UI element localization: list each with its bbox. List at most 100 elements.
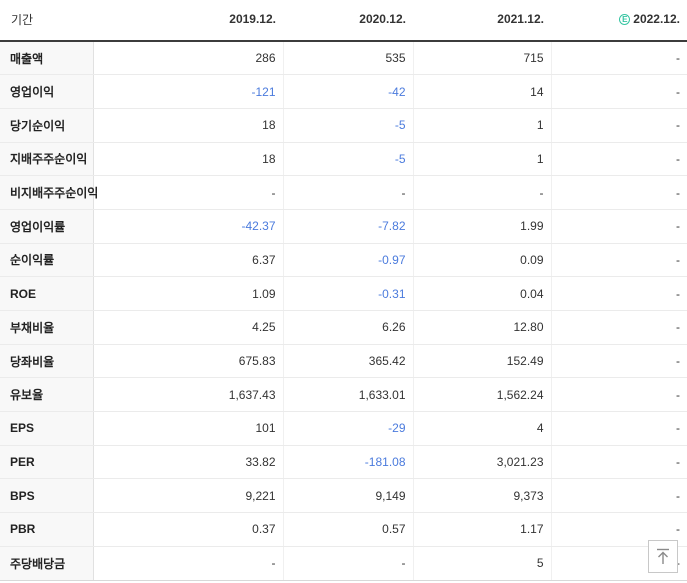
column-header-label: 2022.12. bbox=[633, 12, 680, 26]
value-cell: - bbox=[551, 445, 687, 480]
value-cell: 152.49 bbox=[413, 344, 552, 379]
column-header-2021-12: 2021.12. bbox=[413, 0, 551, 42]
row-label: 당좌비율 bbox=[0, 344, 94, 379]
value-cell: 6.37 bbox=[93, 243, 284, 278]
value-cell: 0.37 bbox=[93, 512, 284, 547]
value-cell: 365.42 bbox=[283, 344, 414, 379]
value-cell: -5 bbox=[283, 142, 414, 177]
row-label: 영업이익률 bbox=[0, 208, 94, 244]
value-cell: 4.25 bbox=[93, 310, 284, 345]
value-cell: 5 bbox=[413, 545, 552, 581]
value-cell: - bbox=[551, 243, 687, 278]
value-cell: 14 bbox=[413, 74, 552, 109]
value-cell: 1 bbox=[413, 142, 552, 177]
value-cell: - bbox=[551, 74, 687, 109]
value-cell: - bbox=[551, 344, 687, 379]
value-cell: -42.37 bbox=[93, 208, 284, 244]
row-label: 유보율 bbox=[0, 377, 94, 413]
value-cell: 715 bbox=[413, 41, 552, 76]
value-cell: 18 bbox=[93, 142, 284, 177]
value-cell: -7.82 bbox=[283, 208, 414, 244]
table-row: 지배주주순이익 18 -5 1- bbox=[0, 142, 687, 177]
row-label: EPS bbox=[0, 411, 94, 446]
table-row: 영업이익률 -42.37 -7.82 1.99- bbox=[0, 208, 687, 244]
value-cell: 9,221 bbox=[93, 478, 284, 514]
value-cell: 101 bbox=[93, 411, 284, 446]
value-cell: 1.17 bbox=[413, 512, 552, 547]
table-row: 비지배주주순이익 - - - - bbox=[0, 175, 687, 210]
table-row: 유보율 1,637.43 1,633.01 1,562.24- bbox=[0, 377, 687, 413]
value-cell: 3,021.23 bbox=[413, 445, 552, 480]
row-label: 부채비율 bbox=[0, 310, 94, 345]
value-cell: -181.08 bbox=[283, 445, 414, 480]
value-cell: - bbox=[551, 377, 687, 413]
scroll-to-top-button[interactable] bbox=[648, 540, 678, 573]
table-row: 주당배당금 - -5- bbox=[0, 545, 687, 581]
value-cell: - bbox=[551, 478, 687, 514]
column-header-2022-12-estimate: E 2022.12. bbox=[551, 0, 687, 42]
value-cell: 286 bbox=[93, 41, 284, 76]
value-cell: - bbox=[551, 108, 687, 143]
value-cell: 0.04 bbox=[413, 276, 552, 311]
value-cell: -5 bbox=[283, 108, 414, 143]
value-cell: 1,633.01 bbox=[283, 377, 414, 413]
row-label: PER bbox=[0, 445, 94, 480]
period-header: 기간 bbox=[0, 0, 93, 42]
value-cell: 1 bbox=[413, 108, 552, 143]
value-cell: -42 bbox=[283, 74, 414, 109]
value-cell: - bbox=[551, 411, 687, 446]
value-cell: 675.83 bbox=[93, 344, 284, 379]
value-cell: -0.97 bbox=[283, 243, 414, 278]
value-cell: 9,149 bbox=[283, 478, 414, 514]
value-cell: 1.99 bbox=[413, 208, 552, 244]
row-label: 주당배당금 bbox=[0, 545, 94, 581]
table-row: 당좌비율 675.83 365.42 152.49- bbox=[0, 344, 687, 379]
value-cell: - bbox=[551, 276, 687, 311]
value-cell: - bbox=[551, 208, 687, 244]
row-label: 매출액 bbox=[0, 41, 94, 76]
value-cell: 1,562.24 bbox=[413, 377, 552, 413]
table-row: 당기순이익 18 -5 1- bbox=[0, 108, 687, 143]
value-cell: 0.57 bbox=[283, 512, 414, 547]
value-cell: - bbox=[283, 545, 414, 581]
table-row: EPS 101 -29 4- bbox=[0, 411, 687, 446]
row-label: 영업이익 bbox=[0, 74, 94, 109]
table-row: 영업이익 -121 -42 14- bbox=[0, 74, 687, 109]
value-cell: - bbox=[551, 175, 687, 210]
table-row: 매출액 286 535 715- bbox=[0, 41, 687, 76]
value-cell: 9,373 bbox=[413, 478, 552, 514]
value-cell: - bbox=[93, 545, 284, 581]
value-cell: - bbox=[551, 41, 687, 76]
row-label: 비지배주주순이익 bbox=[0, 175, 98, 210]
table-row: ROE 1.09 -0.31 0.04- bbox=[0, 276, 687, 311]
value-cell: -0.31 bbox=[283, 276, 414, 311]
row-label: 지배주주순이익 bbox=[0, 142, 94, 177]
value-cell: 1,637.43 bbox=[93, 377, 284, 413]
value-cell: 33.82 bbox=[93, 445, 284, 480]
table-header-row: 기간 2019.12. 2020.12. 2021.12. E 2022.12. bbox=[0, 0, 687, 42]
column-header-2020-12: 2020.12. bbox=[283, 0, 413, 42]
table-row: PER 33.82 -181.08 3,021.23- bbox=[0, 445, 687, 480]
row-label: ROE bbox=[0, 276, 94, 311]
value-cell: 0.09 bbox=[413, 243, 552, 278]
value-cell: 6.26 bbox=[283, 310, 414, 345]
value-cell: 18 bbox=[93, 108, 284, 143]
row-label: PBR bbox=[0, 512, 94, 547]
table-row: 부채비율 4.25 6.26 12.80- bbox=[0, 310, 687, 345]
estimate-icon: E bbox=[619, 14, 631, 25]
value-cell: - bbox=[283, 175, 414, 210]
value-cell: 535 bbox=[283, 41, 414, 76]
column-header-2019-12: 2019.12. bbox=[93, 0, 283, 42]
value-cell: - bbox=[93, 175, 284, 210]
value-cell: 4 bbox=[413, 411, 552, 446]
value-cell: - bbox=[413, 175, 552, 210]
arrow-up-to-top-icon bbox=[656, 548, 670, 565]
value-cell: - bbox=[551, 310, 687, 345]
table-body: 매출액 286 535 715- 영업이익 -121 -42 14- 당기순이익 18 -5 1- 지배… bbox=[0, 41, 687, 581]
table-row: PBR 0.37 0.57 1.17- bbox=[0, 512, 687, 547]
value-cell: - bbox=[551, 142, 687, 177]
value-cell: 12.80 bbox=[413, 310, 552, 345]
row-label: 순이익률 bbox=[0, 243, 94, 278]
